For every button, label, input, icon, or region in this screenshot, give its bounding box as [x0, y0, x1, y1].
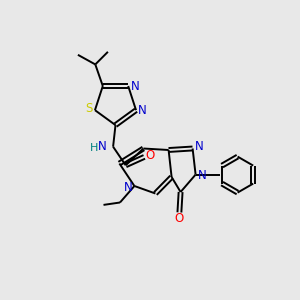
- Text: N: N: [124, 181, 133, 194]
- Text: N: N: [98, 140, 107, 153]
- Text: N: N: [195, 140, 204, 154]
- Text: O: O: [175, 212, 184, 226]
- Text: N: N: [130, 80, 139, 92]
- Text: N: N: [138, 104, 147, 117]
- Text: S: S: [85, 102, 93, 115]
- Text: H: H: [90, 143, 99, 153]
- Text: N: N: [198, 169, 207, 182]
- Text: O: O: [146, 149, 155, 162]
